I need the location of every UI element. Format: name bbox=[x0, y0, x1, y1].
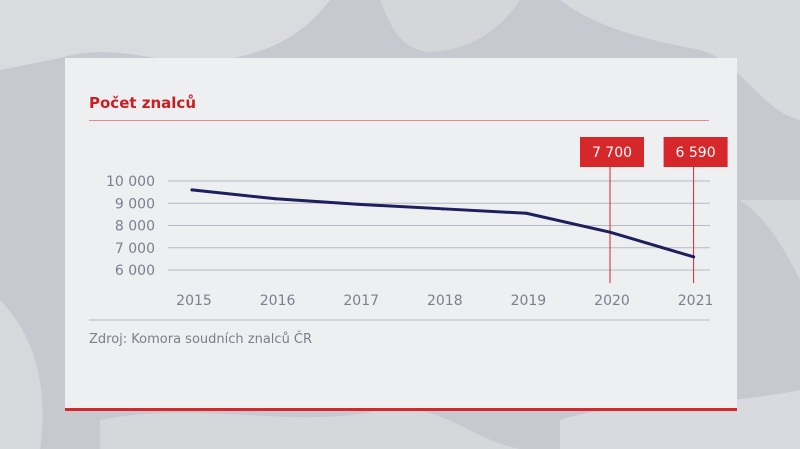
x-tick-label: 2016 bbox=[260, 293, 296, 309]
data-point bbox=[524, 211, 528, 215]
y-tick-label: 8 000 bbox=[115, 219, 155, 235]
chart-title: Počet znalců bbox=[89, 94, 196, 112]
data-point bbox=[441, 207, 445, 211]
data-point bbox=[274, 197, 278, 201]
chart-card: Počet znalců 6 000 7 000 8 000 9 000 10 000 7… bbox=[65, 58, 737, 411]
x-tick-label: 2017 bbox=[343, 293, 379, 309]
data-point bbox=[608, 230, 612, 234]
data-point bbox=[190, 188, 194, 192]
x-tick-label: 2021 bbox=[678, 293, 714, 309]
title-divider bbox=[89, 120, 709, 121]
x-tick-label: 2015 bbox=[176, 293, 212, 309]
line-chart: 6 000 7 000 8 000 9 000 10 000 7 700 6 590 2015… bbox=[89, 137, 728, 321]
x-tick-label: 2019 bbox=[511, 293, 547, 309]
data-point bbox=[357, 202, 361, 206]
x-tick-label: 2018 bbox=[427, 293, 463, 309]
y-tick-label: 9 000 bbox=[115, 196, 155, 212]
y-tick-label: 6 000 bbox=[115, 263, 155, 279]
source-note: Zdroj: Komora soudních znalců ČR bbox=[89, 332, 313, 347]
annotation-box bbox=[580, 137, 644, 167]
annotation-label: 6 590 bbox=[676, 145, 716, 161]
data-line bbox=[190, 188, 696, 259]
annotation-label: 7 700 bbox=[592, 145, 632, 161]
y-tick-label: 10 000 bbox=[106, 174, 155, 190]
data-point bbox=[692, 255, 696, 259]
annotation-box bbox=[663, 137, 728, 167]
x-tick-label: 2020 bbox=[594, 293, 630, 309]
y-tick-label: 7 000 bbox=[115, 241, 155, 257]
